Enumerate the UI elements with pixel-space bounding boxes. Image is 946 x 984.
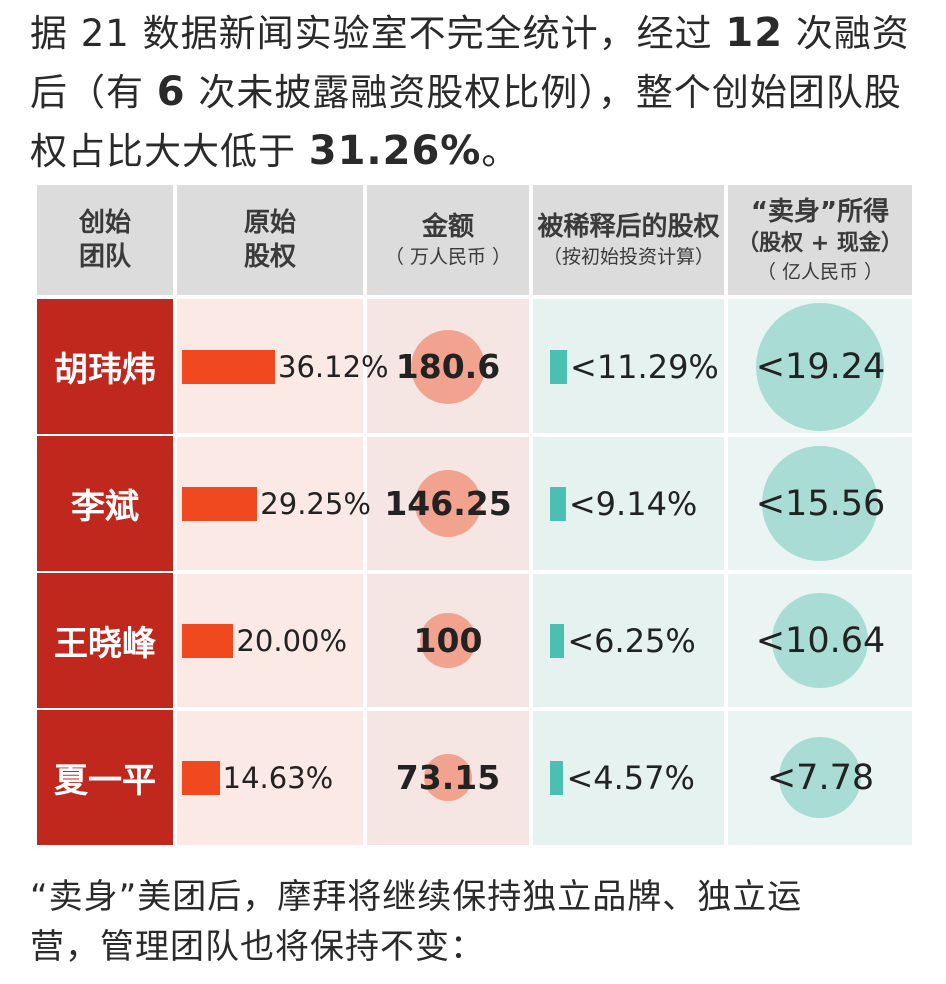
header-line: 股权 [243,242,296,272]
amount-circle [420,612,476,669]
outro-line-1: “卖身”美团后，摩拜将继续保持独立品牌、独立运 [30,877,803,917]
diluted-bar [550,623,565,658]
equity-bar [182,760,220,795]
amount-label: 146.25 [384,483,512,523]
intro-text-2: 次融资后（有 [30,12,910,114]
header-line: 金额 [421,212,474,242]
header-cell-1: 创始 团队 [37,185,173,295]
equity-bar [182,349,275,384]
diluted-label: <4.57% [566,758,695,797]
amount-circle [414,470,482,537]
diluted-label: <11.29% [570,347,719,386]
proceeds-label: <10.64 [755,620,886,661]
diluted-label: <6.25% [567,621,696,660]
header-cell-2: 原始 股权 [177,185,363,295]
equity-label: 14.63% [222,760,334,795]
founder-name: 夏一平 [37,710,173,845]
outro-paragraph: “卖身”美团后，摩拜将继续保持独立品牌、独立运 营，管理团队也将保持不变： [30,872,920,972]
header-line: 创始 [78,208,131,238]
row-separator [177,707,912,711]
proceeds-label: <7.78 [766,757,875,798]
header-line: 团队 [78,242,131,272]
intro-text-3: 次未披露融资股权比例），整个创始团队股权占比大大低于 [30,71,902,173]
header-cell-5: “卖身”所得 （股权 + 现金） （ 亿人民币 ） [728,185,912,295]
intro-text-4: 。 [481,130,520,173]
row-separator [177,570,912,574]
amount-circle [424,753,472,802]
header-sub: （ 亿人民币 ） [756,261,884,283]
header-line: 被稀释后的股权 [537,212,720,242]
proceeds-circle [779,736,861,819]
diluted-bar [550,760,564,795]
diluted-label: <9.14% [568,484,698,523]
intro-paragraph: 据 21 数据新闻实验室不完全统计，经过 12 次融资后（有 6 次未披露融资股… [30,4,930,181]
outro-line-2: 营，管理团队也将保持不变： [30,927,485,967]
header-line: （股权 + 现金） [737,231,903,256]
amount-label: 73.15 [395,757,501,797]
header-line: 原始 [243,208,296,238]
amount-label: 180.6 [395,346,501,386]
intro-bold-1: 12 [725,10,784,56]
founder-name: 胡玮炜 [37,299,173,434]
equity-label: 20.00% [236,623,348,658]
equity-label: 29.25% [260,486,371,521]
proceeds-circle [762,445,878,562]
intro-bold-3: 31.26% [308,128,482,174]
founder-name: 李斌 [37,436,173,571]
header-cell-3: 金额 （ 万人民币 ） [367,185,529,295]
equity-bar [182,486,258,521]
amount-circle [411,329,485,404]
amount-label: 100 [413,620,483,660]
diluted-bar [550,486,566,521]
proceeds-label: <15.56 [755,483,886,524]
proceeds-circle [772,592,868,689]
intro-text-1: 据 21 数据新闻实验室不完全统计，经过 [30,12,726,55]
header-line: “卖身”所得 [750,197,890,227]
equity-label: 36.12% [278,349,389,384]
diluted-bar [550,349,567,384]
equity-table: 创始 团队 原始 股权 金额（ 万人民币 ）被稀释后的股权 （按初始投资计算） “卖身”所得… [37,185,912,848]
proceeds-label: <19.24 [755,346,886,387]
row-separator [177,433,912,437]
header-cell-4: 被稀释后的股权 （按初始投资计算） [533,185,724,295]
proceeds-circle [756,302,884,431]
founder-name: 王晓峰 [37,573,173,708]
header-sub: （ 万人民币 ） [384,246,512,268]
equity-bar [182,623,234,658]
header-sub: （按初始投资计算） [542,246,714,268]
intro-bold-2: 6 [156,69,186,115]
